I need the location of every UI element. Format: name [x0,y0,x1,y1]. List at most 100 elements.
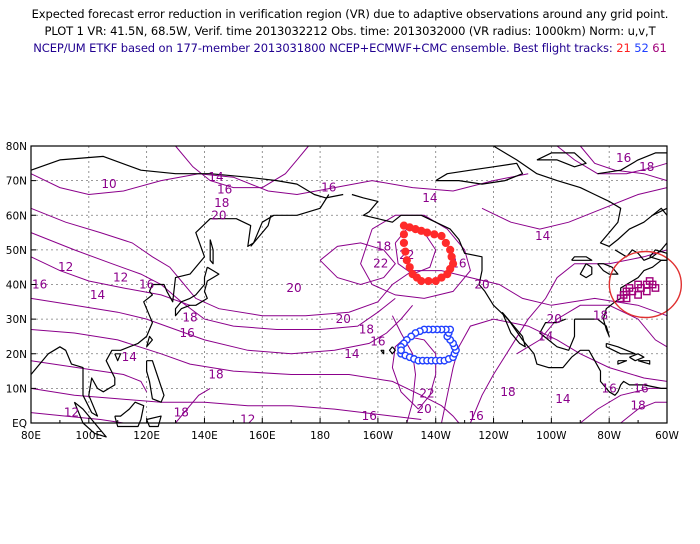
track-21-point [447,252,456,261]
contour-line [30,387,422,420]
coastline [146,415,162,428]
lon-tick-label: 160E [249,430,276,442]
contour-line [469,249,668,424]
contour-line [175,145,309,189]
track-61-point [634,280,642,289]
plot-header: Expected forecast error reduction in ver… [0,6,700,57]
coastline [114,401,145,428]
coastline [571,256,593,261]
lat-tick-label: 80N [6,141,27,153]
lat-tick-label: 70N [6,176,27,188]
contour-label: 14 [538,329,553,343]
contour-label: 12 [113,271,128,285]
contour-label: 16 [602,381,617,395]
contour-line [516,304,668,355]
track-21-point [446,245,455,254]
coastline [637,360,651,365]
lon-tick-label: 100W [536,430,567,442]
contour-label: 14 [122,350,137,364]
track-21-point [399,238,409,248]
lat-tick-label: 60N [6,210,27,222]
contour-label: 22 [373,257,388,271]
verification-region-circle [608,250,683,319]
track-21-point [430,230,439,239]
coastline [209,239,214,265]
lat-tick-label: 30N [6,314,27,326]
contour-label: 20 [417,402,432,416]
lat-tick-label: EQ [12,418,27,430]
coastline [30,194,330,417]
contour-layer [30,145,668,424]
contour-label: 12 [64,406,79,420]
coastline [351,193,667,396]
coastline [536,152,587,168]
coastline [388,346,396,355]
coastline [250,215,272,247]
contour-label: 16 [616,151,631,165]
contour-label: 14 [208,170,223,184]
coastline [579,263,593,279]
contour-label: 16 [370,335,385,349]
coastline [380,349,385,355]
track-label-blue: 52 [634,41,649,55]
contour-line [579,387,667,424]
coastline [501,311,526,348]
coastline [174,266,220,317]
contour-label: 18 [208,368,223,382]
contour-line [30,360,148,393]
track-21-point [422,228,432,237]
lon-tick-label: 140W [421,430,452,442]
contour-label: 14 [555,392,570,406]
contour-label: 18 [376,239,391,253]
contour-line [30,297,413,355]
contour-label: 16 [469,409,484,423]
track-21-point [408,270,417,279]
contour-label: 10 [101,177,116,191]
track-21-point [431,276,440,286]
contour-line [556,145,668,175]
track-61-point [642,287,651,296]
track-21-point [401,247,410,256]
lon-tick-label: 140E [191,430,218,442]
contour-label: 16 [217,182,232,196]
lat-tick-label: 10N [6,383,27,395]
contour-line [620,401,667,424]
contour-label: 20 [211,208,226,222]
contour-line [391,315,417,424]
contour-label: 18 [639,160,654,174]
contour-label: 12 [240,413,255,427]
coastline [539,318,576,351]
track-label-purple: 61 [652,41,667,55]
coastline [605,342,636,355]
contour-line [30,412,124,424]
contour-label: 14 [344,347,359,361]
coastline [597,263,619,275]
lon-tick-label: 80E [21,430,41,442]
contour-label: 22 [419,387,434,401]
lon-tick-label: 160W [363,430,394,442]
coastline [652,207,668,216]
contour-line [579,145,668,182]
contour-line [319,242,396,286]
coastline [114,353,122,362]
contour-label: 20 [286,281,301,295]
lon-tick-label: 80W [597,430,621,442]
lat-tick-label: 50N [6,245,27,257]
contour-line [175,387,211,424]
lon-tick-label: 100E [75,430,102,442]
track-label-red: 21 [616,41,631,55]
lat-tick-label: 40N [6,280,27,292]
contour-label: 14 [90,288,105,302]
track-21-point [437,231,446,241]
coastline [30,155,344,199]
track-21-point [424,276,433,286]
contour-label: 16 [139,278,154,292]
contour-label: 18 [214,196,229,210]
header-line-1: Expected forecast error reduction in ver… [31,7,669,21]
track-52-point [397,346,405,355]
coastline [597,152,667,175]
contour-line [30,329,460,424]
